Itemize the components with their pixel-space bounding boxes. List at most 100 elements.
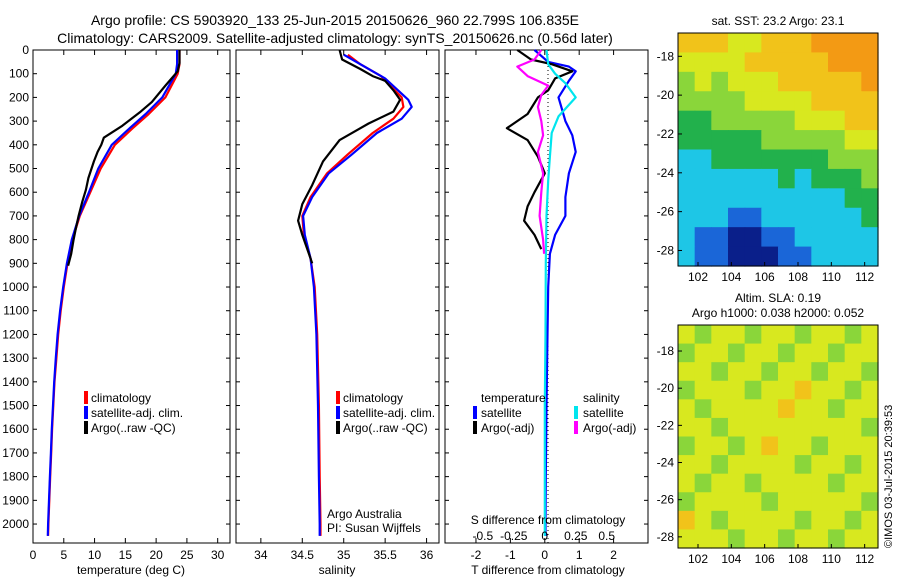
x-tick-label: 35 [337, 548, 351, 562]
heatmap-cell [811, 71, 829, 92]
heatmap-cell [778, 33, 796, 54]
heatmap-cell [744, 380, 762, 400]
heatmap-cell [728, 71, 746, 92]
heatmap-cell [694, 91, 712, 112]
heatmap-cell [828, 246, 846, 267]
heatmap-cell [728, 110, 746, 131]
heatmap-cell [761, 91, 779, 112]
heatmap-cell [678, 399, 696, 419]
heatmap-cell [844, 399, 862, 419]
heatmap-cell [844, 52, 862, 73]
y-tick-label: 300 [9, 114, 29, 128]
heatmap-cell [711, 52, 729, 73]
heatmap-cell [844, 91, 862, 112]
series-line-satellite-adj-clim- [46, 50, 179, 536]
heatmap-cell [778, 417, 796, 438]
legend-swatch-t-argo [473, 421, 477, 434]
heatmap-cell [694, 343, 712, 363]
heatmap-cell [844, 188, 862, 209]
heatmap-cell [744, 510, 762, 531]
heatmap-cell [811, 168, 829, 189]
imos-timestamp-label: ©IMOS 03-Jul-2015 20:39:53 [883, 405, 895, 548]
heatmap-cell [711, 492, 729, 512]
heatmap-cell [794, 33, 812, 54]
heatmap-cell [761, 33, 779, 54]
heatmap-cell [778, 325, 796, 345]
y-tick-label: 1900 [2, 493, 29, 507]
map-x-tick-label: 110 [822, 552, 841, 566]
heatmap-cell [844, 71, 862, 92]
heatmap-cell [678, 91, 696, 112]
heatmap-cell [761, 168, 779, 189]
heatmap-cell [794, 455, 812, 475]
heatmap-cell [728, 168, 746, 189]
map-y-tick-label: -24 [657, 166, 675, 180]
heatmap-cell [828, 455, 846, 475]
legend-label-t-argo: Argo(-adj) [481, 421, 534, 435]
heatmap-cell [828, 52, 846, 73]
temperature-x-label: temperature (deg C) [77, 563, 185, 577]
heatmap-cell [761, 529, 779, 549]
sst-map-x-ticks: 102 104 106 108 110 112 [688, 262, 875, 284]
heatmap-cell [744, 436, 762, 456]
heatmap-cell [678, 325, 696, 345]
heatmap-cell [811, 380, 829, 400]
heatmap-cell [828, 227, 846, 248]
y-tick-label: 1600 [2, 422, 29, 436]
heatmap-cell [728, 188, 746, 209]
y-tick-label: 400 [9, 138, 29, 152]
heatmap-cell [811, 492, 829, 512]
heatmap-cell [728, 246, 746, 267]
heatmap-cell [761, 436, 779, 456]
legend-label-satellite: satellite-adj. clim. [343, 406, 435, 420]
salinity-lines [297, 49, 413, 536]
x-tick-label: 10 [88, 548, 102, 562]
heatmap-cell [744, 110, 762, 131]
heatmap-cell [694, 33, 712, 54]
legend-label-s-argo: Argo(-adj) [583, 421, 636, 435]
heatmap-cell [728, 399, 746, 419]
heatmap-cell [844, 343, 862, 363]
heatmap-cell [828, 399, 846, 419]
x-tick-label: -2 [471, 548, 482, 562]
heatmap-cell [761, 130, 779, 151]
s-tick-label: -0.25 [500, 529, 528, 543]
y-tick-label: 1500 [2, 399, 29, 413]
heatmap-cell [678, 130, 696, 151]
heatmap-cell [728, 33, 746, 54]
heatmap-cell [778, 52, 796, 73]
heatmap-cell [861, 207, 879, 228]
map-x-tick-label: 112 [855, 270, 874, 284]
heatmap-cell [861, 130, 879, 151]
sla-map-title-line1: Altim. SLA: 0.19 [735, 291, 821, 305]
heatmap-cell [844, 246, 862, 267]
legend-swatch-argo [84, 421, 88, 434]
heatmap-cell [761, 325, 779, 345]
x-tick-label: 5 [60, 548, 67, 562]
sla-map-panel: Altim. SLA: 0.19 Argo h1000: 0.038 h2000… [657, 291, 879, 566]
heatmap-cell [861, 473, 879, 493]
heatmap-cell [828, 417, 846, 438]
heatmap-cell [844, 130, 862, 151]
heatmap-cell [728, 343, 746, 363]
heatmap-cell [678, 343, 696, 363]
heatmap-cell [844, 492, 862, 512]
heatmap-cell [861, 91, 879, 112]
x-tick-label: 20 [149, 548, 163, 562]
heatmap-cell [778, 529, 796, 549]
y-tick-label: 0 [22, 43, 29, 57]
heatmap-cell [811, 188, 829, 209]
heatmap-cell [794, 52, 812, 73]
heatmap-cell [744, 130, 762, 151]
heatmap-cell [778, 207, 796, 228]
heatmap-cell [761, 52, 779, 73]
sst-heatmap-cells [678, 33, 879, 267]
difference-y-ticks [445, 49, 648, 525]
x-tick-label: 25 [180, 548, 194, 562]
heatmap-cell [794, 492, 812, 512]
salinity-axes-frame [235, 49, 440, 544]
temperature-lines [46, 50, 181, 536]
sst-map-y-ticks: -18 -20 -22 -24 -26 -28 [657, 49, 682, 257]
heatmap-cell [678, 188, 696, 209]
x-tick-label: 0 [541, 548, 548, 562]
